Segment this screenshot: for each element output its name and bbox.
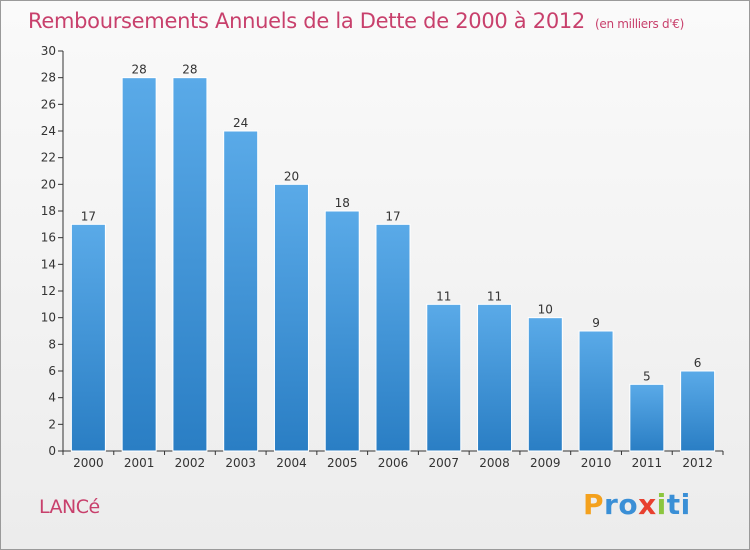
logo-letter: P [583,488,605,521]
y-tick-label: 18 [41,204,56,218]
y-tick-label: 14 [41,257,56,271]
bar [172,77,208,452]
logo-letter: r [604,488,619,521]
bar-value-label: 24 [233,116,248,130]
commune-name: LANCé [39,496,100,518]
bar [375,223,411,452]
chart-bars: 17 28 28 24 20 18 17 11 11 10 9 5 6 [70,63,716,452]
bar [680,370,716,452]
proxiti-logo: Proxiti [583,488,691,521]
bar [223,130,259,452]
y-tick-label: 12 [41,284,56,298]
bar-value-label: 5 [643,369,651,383]
x-tick-label: 2003 [225,456,256,470]
x-tick-label: 2001 [124,456,155,470]
bar-value-label: 9 [592,316,600,330]
y-tick-label: 20 [41,177,56,191]
bar [629,383,665,452]
logo-letter: i [680,488,691,521]
x-tick-label: 2005 [327,456,358,470]
bar [578,330,614,452]
logo-letter: o [618,488,639,521]
x-tick-label: 2008 [479,456,510,470]
bar-value-label: 17 [81,209,96,223]
bar [324,210,360,452]
y-tick-label: 28 [41,71,56,85]
x-tick-label: 2002 [175,456,206,470]
y-tick-label: 16 [41,231,56,245]
bar [527,317,563,452]
chart-title-text: Remboursements Annuels de la Dette de 20… [28,9,585,33]
y-tick-label: 4 [48,391,56,405]
bar-value-label: 6 [694,356,702,370]
y-tick-label: 2 [48,417,56,431]
y-tick-label: 8 [48,337,56,351]
bar-value-label: 17 [385,209,400,223]
bar [477,303,513,452]
bar-value-label: 11 [487,289,502,303]
y-tick-label: 24 [41,124,56,138]
bar-value-label: 20 [284,169,299,183]
y-tick-label: 6 [48,364,56,378]
x-tick-label: 2012 [682,456,713,470]
bar [70,223,106,452]
bar-value-label: 28 [132,63,147,77]
y-tick-label: 30 [41,44,56,58]
x-tick-label: 2009 [530,456,561,470]
logo-letter: t [666,488,681,521]
logo-letter: x [638,488,657,521]
x-tick-label: 2006 [378,456,409,470]
x-tick-label: 2010 [581,456,612,470]
bar-value-label: 18 [335,196,350,210]
bar [121,77,157,452]
bar [426,303,462,452]
logo-letter: i [656,488,667,521]
y-tick-label: 22 [41,151,56,165]
y-tick-label: 0 [48,444,56,458]
x-tick-label: 2011 [632,456,663,470]
chart-subtitle: (en milliers d'€) [595,17,685,31]
y-tick-label: 26 [41,97,56,111]
x-tick-label: 2000 [73,456,104,470]
x-tick-label: 2007 [428,456,459,470]
y-tick-label: 10 [41,311,56,325]
bar-value-label: 11 [436,289,451,303]
x-tick-label: 2004 [276,456,307,470]
bar [273,183,309,452]
bar-value-label: 28 [182,63,197,77]
bar-value-label: 10 [538,303,553,317]
chart-title: Remboursements Annuels de la Dette de 20… [28,9,684,33]
